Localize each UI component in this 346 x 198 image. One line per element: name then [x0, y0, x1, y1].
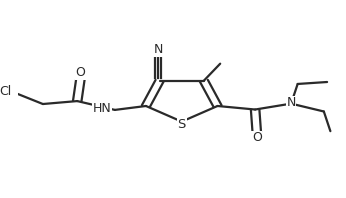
Text: S: S: [177, 118, 186, 131]
Text: O: O: [252, 131, 262, 144]
Text: HN: HN: [93, 102, 112, 115]
Text: N: N: [286, 96, 296, 109]
Text: N: N: [153, 43, 163, 56]
Text: Cl: Cl: [0, 85, 12, 98]
Text: O: O: [75, 67, 85, 79]
